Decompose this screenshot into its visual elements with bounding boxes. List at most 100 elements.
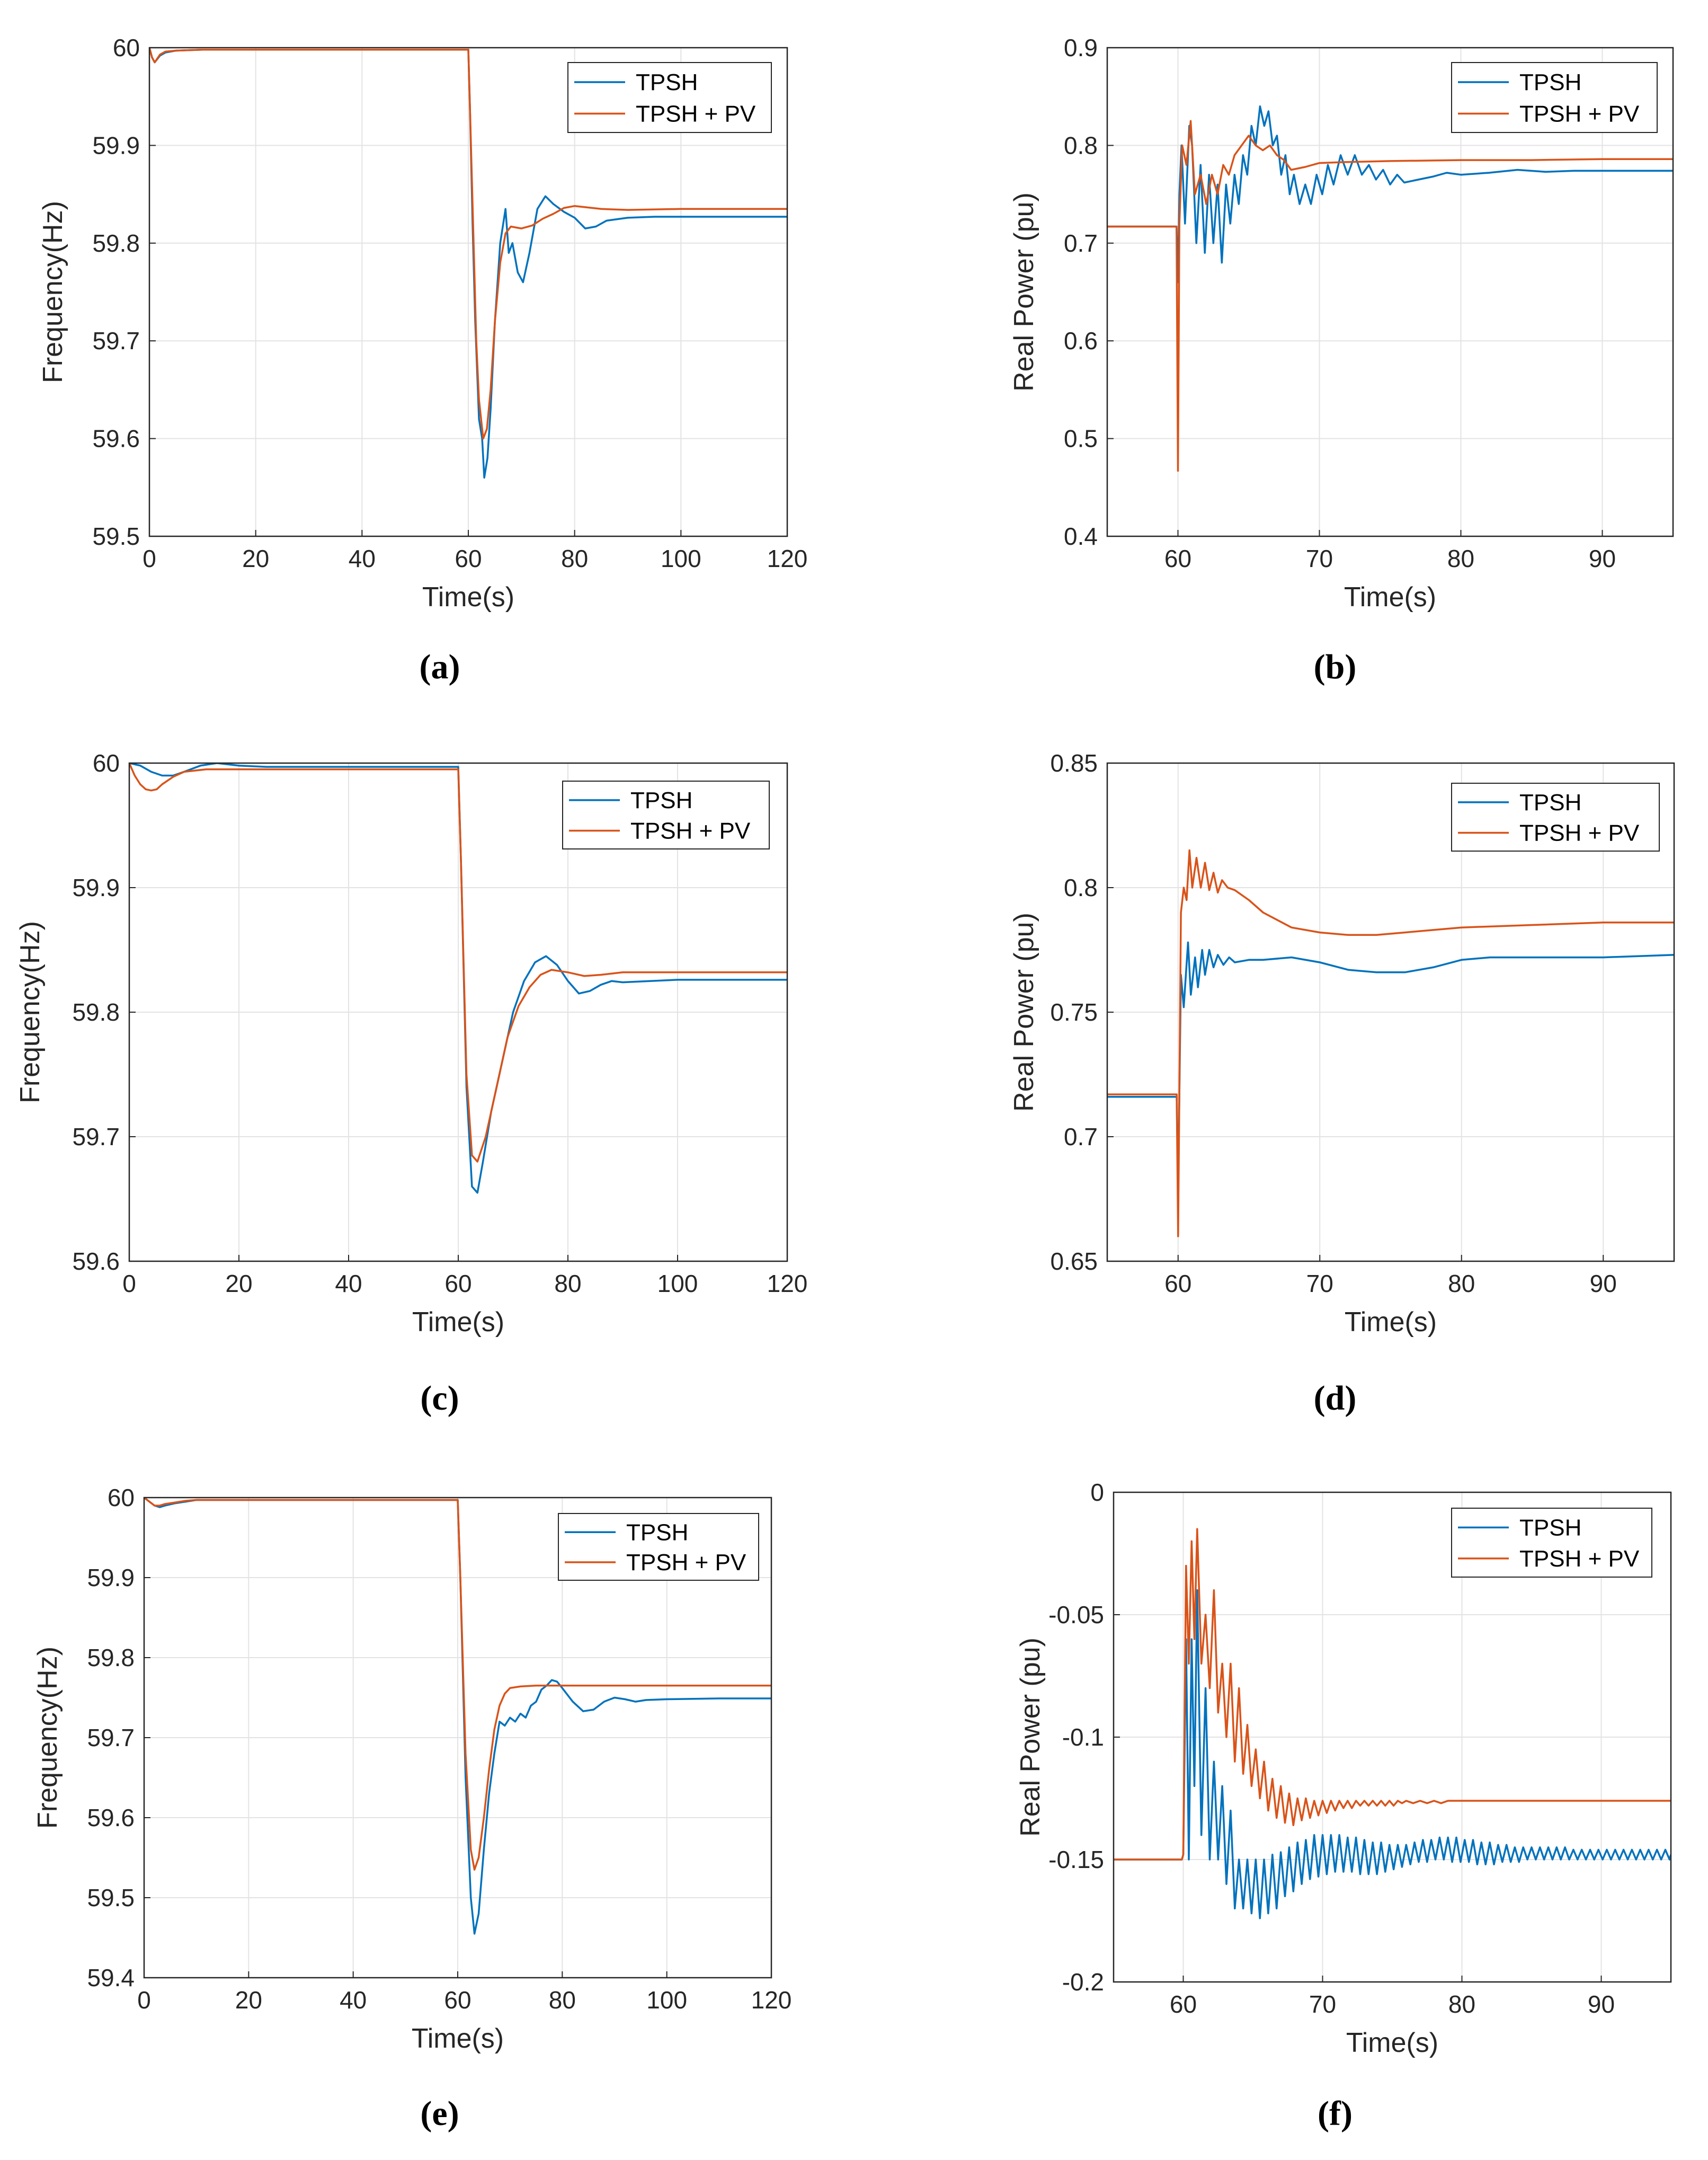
x-tick-label: 80 <box>1447 545 1474 572</box>
legend-label-tpsh-pv: TPSH + PV <box>1519 1546 1640 1572</box>
chart-panel-c: 0 20 40 60 80 100 120 59.6 59.7 59.8 59.9 60 Time(s)… <box>15 749 807 1338</box>
y-axis-label: Real Power (pu) <box>1015 1637 1046 1837</box>
y-tick-label: 0.7 <box>1064 229 1098 257</box>
chart-panel-a: 0 20 40 60 80 100 120 59.5 59.6 59.7 59.8 59.9 60 Tim… <box>38 34 807 613</box>
legend-box <box>1451 1508 1652 1578</box>
axes-frame <box>148 47 788 537</box>
y-tick-label: 60 <box>108 1484 135 1511</box>
series-line-tpsh <box>129 763 787 1194</box>
y-tick-label: 0.75 <box>1050 998 1098 1026</box>
legend-label-tpsh-pv: TPSH + PV <box>630 818 751 844</box>
y-tick-label: 59.8 <box>87 1644 135 1671</box>
series-line-tpsh-pv <box>1114 1528 1671 1861</box>
panel-caption: (d) <box>1314 1379 1357 1418</box>
legend-label-tpsh-pv: TPSH + PV <box>626 1550 746 1575</box>
y-tick-label: 0.4 <box>1064 523 1098 550</box>
y-tick-label: -0.1 <box>1062 1723 1104 1751</box>
chart-panel-d: 60 70 80 90 0.65 0.7 0.75 0.8 0.85 Time(s) Real Po… <box>1009 749 1675 1338</box>
y-tick-label: 59.7 <box>72 1123 120 1150</box>
axes-frame <box>1113 1491 1672 1983</box>
y-tick-label: 59.9 <box>72 874 120 901</box>
axes-frame <box>1106 762 1675 1262</box>
x-tick-label: 80 <box>1448 1990 1475 2018</box>
x-tick-label: 60 <box>1164 545 1191 572</box>
panel-caption: (c) <box>420 1379 459 1418</box>
x-tick-label: 100 <box>657 1270 698 1297</box>
x-axis-label: Time(s) <box>1346 2028 1438 2058</box>
x-axis-label: Time(s) <box>412 2023 504 2054</box>
y-tick-label: 59.5 <box>92 523 140 550</box>
legend: TPSH TPSH + PV <box>567 62 772 133</box>
legend: TPSH TPSH + PV <box>1451 62 1658 133</box>
x-tick-label: 40 <box>340 1986 367 2014</box>
x-tick-label: 80 <box>561 545 588 572</box>
x-tick-label: 0 <box>137 1986 151 2014</box>
y-tick-label: 59.7 <box>92 327 140 355</box>
x-tick-label: 20 <box>242 545 269 572</box>
chart-panel-b: 60 70 80 90 0.4 0.5 0.6 0.7 0.8 0.9 Time(s) Real Po… <box>1009 34 1674 613</box>
y-tick-label: 59.5 <box>87 1884 135 1911</box>
x-tick-label: 80 <box>554 1270 581 1297</box>
y-tick-label: 0.6 <box>1064 327 1098 355</box>
legend-box <box>567 62 772 133</box>
legend-box <box>558 1513 759 1581</box>
y-axis-label: Frequency(Hz) <box>32 1646 63 1829</box>
legend: TPSH TPSH + PV <box>1451 1508 1652 1578</box>
x-axis-label: Time(s) <box>1344 582 1436 613</box>
series-line-tpsh-pv <box>149 48 787 440</box>
y-tick-label: -0.2 <box>1062 1968 1104 1996</box>
x-tick-label: 40 <box>349 545 376 572</box>
y-tick-label: 60 <box>93 749 120 777</box>
x-tick-label: 120 <box>767 545 808 572</box>
x-tick-label: 80 <box>1448 1270 1475 1297</box>
series-line-tpsh-pv <box>144 1498 771 1871</box>
legend-label-tpsh-pv: TPSH + PV <box>1519 101 1640 127</box>
x-axis-label: Time(s) <box>422 582 514 613</box>
legend-label-tpsh: TPSH <box>626 1519 688 1545</box>
y-axis-label: Frequency(Hz) <box>38 201 68 383</box>
x-tick-label: 120 <box>767 1270 808 1297</box>
y-tick-label: 60 <box>113 34 140 61</box>
y-tick-label: 0.65 <box>1050 1247 1098 1275</box>
x-tick-label: 60 <box>444 1270 472 1297</box>
x-tick-label: 60 <box>455 545 482 572</box>
x-tick-label: 0 <box>122 1270 136 1297</box>
chart-panel-e: 0 20 40 60 80 100 120 59.4 59.5 59.6 59.7 59.8 59.9 6… <box>32 1484 791 2054</box>
y-tick-label: 0.85 <box>1050 749 1098 777</box>
y-tick-label: 0.9 <box>1064 34 1098 61</box>
y-tick-label: 0.7 <box>1064 1123 1098 1150</box>
x-tick-label: 20 <box>225 1270 252 1297</box>
x-tick-label: 20 <box>235 1986 262 2014</box>
legend-label-tpsh: TPSH <box>1519 1515 1581 1541</box>
x-tick-label: 70 <box>1306 1270 1333 1297</box>
x-tick-label: 40 <box>335 1270 362 1297</box>
legend: TPSH TPSH + PV <box>562 781 770 849</box>
x-tick-label: 90 <box>1588 1990 1615 2018</box>
axes-frame <box>1106 47 1674 537</box>
legend: TPSH TPSH + PV <box>558 1513 759 1581</box>
panel-caption: (b) <box>1314 648 1357 686</box>
x-axis-label: Time(s) <box>1345 1307 1437 1338</box>
legend-label-tpsh: TPSH <box>1519 69 1581 95</box>
series-line-tpsh <box>1107 105 1673 284</box>
x-tick-label: 70 <box>1306 545 1333 572</box>
y-tick-label: 59.7 <box>87 1724 135 1751</box>
series-line-tpsh <box>1114 1589 1671 1919</box>
x-tick-label: 60 <box>1170 1990 1197 2018</box>
legend-box <box>562 781 770 849</box>
legend-label-tpsh-pv: TPSH + PV <box>636 101 756 127</box>
y-axis-label: Real Power (pu) <box>1009 192 1039 392</box>
x-tick-label: 100 <box>646 1986 687 2014</box>
legend: TPSH TPSH + PV <box>1451 783 1660 852</box>
y-tick-label: 59.6 <box>87 1804 135 1831</box>
y-tick-label: 0 <box>1090 1479 1104 1506</box>
x-tick-label: 0 <box>143 545 156 572</box>
x-tick-label: 60 <box>444 1986 471 2014</box>
y-tick-label: -0.05 <box>1048 1601 1104 1628</box>
x-tick-label: 90 <box>1589 545 1616 572</box>
y-axis-label: Frequency(Hz) <box>15 921 46 1103</box>
panel-caption: (f) <box>1318 2094 1353 2133</box>
y-tick-label: 0.5 <box>1064 425 1098 453</box>
series-line-tpsh-pv <box>129 763 787 1163</box>
